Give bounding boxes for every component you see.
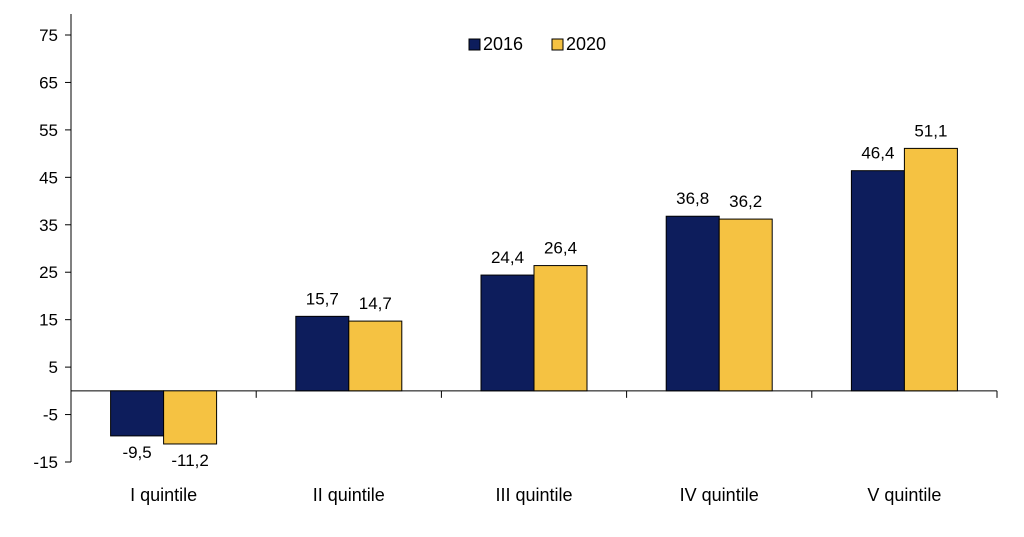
bar-2016-5 — [850, 170, 905, 392]
data-label-2016-3: 24,4 — [491, 248, 524, 267]
legend-swatch-2020 — [551, 38, 564, 51]
x-category-label: V quintile — [867, 485, 941, 505]
legend-label-2020: 2020 — [566, 34, 606, 54]
legend-swatch-2016 — [468, 38, 481, 51]
data-label-2016-1: -9,5 — [122, 443, 151, 462]
bar-2016-3 — [480, 274, 535, 392]
bar-2020-1 — [163, 390, 218, 445]
bar-2020-2 — [348, 320, 403, 392]
y-tick-label: 75 — [39, 26, 58, 45]
y-tick-label: 5 — [49, 358, 58, 377]
bar-2020-5 — [903, 147, 958, 392]
x-category-label: IV quintile — [680, 485, 759, 505]
data-label-2020-1: -11,2 — [171, 451, 209, 470]
data-labels: -9,5 -11,2 15,7 14,7 24,4 26,4 36,8 36,2 46,4 51,… — [122, 121, 947, 470]
data-label-2020-3: 26,4 — [544, 239, 577, 258]
bar-2020-4 — [718, 218, 773, 392]
data-label-2020-5: 51,1 — [914, 121, 947, 140]
y-tick-label: 55 — [39, 121, 58, 140]
data-label-2016-2: 15,7 — [306, 289, 339, 308]
y-tick-label: 65 — [39, 73, 58, 92]
x-category-label: III quintile — [495, 485, 572, 505]
x-category-label: I quintile — [130, 485, 197, 505]
bar-2016-4 — [665, 215, 720, 392]
y-tick-label: 15 — [39, 311, 58, 330]
bar-2016-1 — [110, 390, 165, 437]
data-label-2020-4: 36,2 — [729, 192, 762, 211]
data-label-2020-2: 14,7 — [359, 294, 392, 313]
x-category-label: II quintile — [313, 485, 385, 505]
y-tick-label: -15 — [33, 453, 58, 472]
axes: 75 65 55 45 35 25 15 5 -5 -15 I quintile II quintil… — [33, 14, 998, 505]
data-label-2016-5: 46,4 — [861, 144, 894, 163]
legend-label-2016: 2016 — [483, 34, 523, 54]
legend: 2016 2020 — [468, 34, 606, 54]
y-tick-label: 35 — [39, 216, 58, 235]
y-tick-label: 25 — [39, 263, 58, 282]
bar-2016-2 — [295, 315, 350, 392]
y-tick-label: -5 — [43, 406, 58, 425]
bars — [110, 147, 958, 445]
bar-2020-3 — [533, 265, 588, 392]
data-label-2016-4: 36,8 — [676, 189, 709, 208]
y-tick-label: 45 — [39, 168, 58, 187]
